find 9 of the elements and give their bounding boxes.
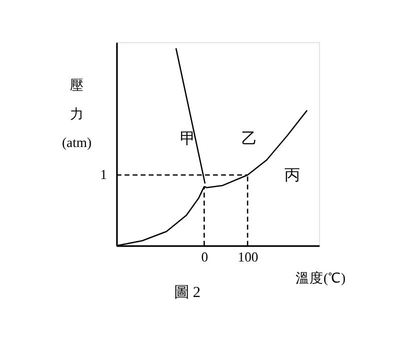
caption: 圖 2 [174, 284, 201, 302]
x-axis-title: 溫度(℃) [295, 270, 346, 286]
annotation: 丙 [284, 166, 300, 184]
text: 1 [100, 167, 108, 182]
annotation: 甲 [180, 130, 195, 148]
annotation: 乙 [242, 130, 257, 148]
x-tick-label: 100 [238, 249, 258, 264]
x-tick-label: 0 [201, 249, 208, 264]
y-axis-title: 壓力(atm) [62, 77, 92, 150]
